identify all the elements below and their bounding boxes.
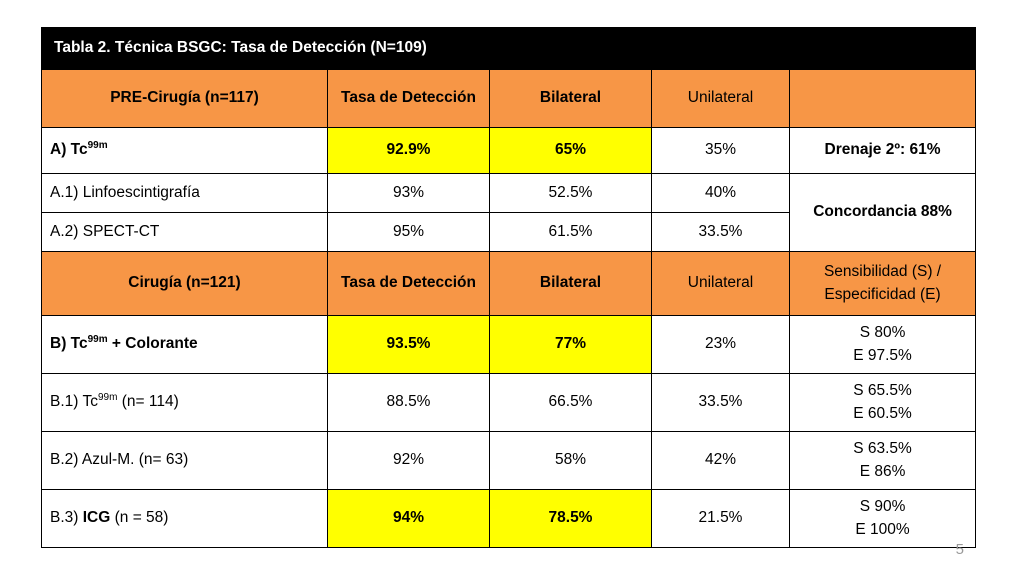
row-label: B.1) Tc99m (n= 114) — [41, 373, 328, 432]
header-unilateral: Unilateral — [651, 69, 790, 128]
header-bilateral: Bilateral — [489, 69, 652, 128]
cell-concordancia: Concordancia 88% — [788, 173, 977, 252]
cell-tasa: 88.5% — [327, 373, 490, 432]
pre-surgery-header-row: PRE-Cirugía (n=117) Tasa de Detección Bi… — [41, 69, 977, 128]
cell-tasa: 92% — [327, 431, 490, 490]
table-row: A) Tc99m 92.9% 65% 35% Drenaje 2º: 61% — [41, 127, 977, 174]
cell-unilateral: 33.5% — [651, 212, 790, 252]
cell-unilateral: 40% — [651, 173, 790, 213]
cell-unilateral: 42% — [651, 431, 790, 490]
cell-bilateral: 52.5% — [489, 173, 652, 213]
cell-sens-spec: S 63.5% E 86% — [788, 431, 977, 490]
cell-unilateral: 33.5% — [651, 373, 790, 432]
cell-tasa: 93% — [327, 173, 490, 213]
row-label: B.2) Azul-M. (n= 63) — [41, 431, 328, 490]
cell-bilateral: 65% — [489, 127, 652, 174]
cell-tasa: 92.9% — [327, 127, 490, 174]
cell-bilateral: 77% — [489, 315, 652, 374]
cell-tasa: 93.5% — [327, 315, 490, 374]
table-row: A.1) Linfoescintigrafía 93% 52.5% 40% Co… — [41, 173, 977, 252]
table-row: B.2) Azul-M. (n= 63) 92% 58% 42% S 63.5%… — [41, 431, 977, 490]
header-unilateral: Unilateral — [651, 251, 790, 316]
cell-unilateral: 23% — [651, 315, 790, 374]
row-label: A) Tc99m — [41, 127, 328, 174]
row-label: A.1) Linfoescintigrafía — [41, 173, 328, 213]
cell-sens-spec: S 90% E 100% — [788, 489, 977, 548]
header-sensibilidad: Sensibilidad (S) / Especificidad (E) — [788, 251, 977, 316]
cell-bilateral: 78.5% — [489, 489, 652, 548]
page-number: 5 — [955, 541, 964, 558]
header-bilateral: Bilateral — [489, 251, 652, 316]
surgery-header-row: Cirugía (n=121) Tasa de Detección Bilate… — [41, 251, 977, 316]
cell-sens-spec: S 80% E 97.5% — [788, 315, 977, 374]
detection-rate-table: Tabla 2. Técnica BSGC: Tasa de Detección… — [40, 27, 977, 548]
header-cirugia: Cirugía (n=121) — [41, 251, 328, 316]
table-row: B.1) Tc99m (n= 114) 88.5% 66.5% 33.5% S … — [41, 373, 977, 432]
header-empty — [788, 69, 977, 128]
row-label: B) Tc99m + Colorante — [41, 315, 328, 374]
table-row: B) Tc99m + Colorante 93.5% 77% 23% S 80%… — [41, 315, 977, 374]
cell-sens-spec: S 65.5% E 60.5% — [788, 373, 977, 432]
cell-tasa: 95% — [327, 212, 490, 252]
row-label: A.2) SPECT-CT — [41, 212, 328, 252]
table-row: A.2) SPECT-CT 95% 61.5% 33.5% — [41, 212, 976, 252]
cell-bilateral: 66.5% — [489, 373, 652, 432]
table-row: B.3) ICG (n = 58) 94% 78.5% 21.5% S 90% E… — [41, 489, 977, 548]
table-title: Tabla 2. Técnica BSGC: Tasa de Detección… — [40, 27, 977, 70]
cell-unilateral: 21.5% — [651, 489, 790, 548]
row-label: B.3) ICG (n = 58) — [41, 489, 328, 548]
cell-bilateral: 58% — [489, 431, 652, 490]
header-tasa-deteccion: Tasa de Detección — [327, 69, 490, 128]
cell-unilateral: 35% — [651, 127, 790, 174]
table-title-row: Tabla 2. Técnica BSGC: Tasa de Detección… — [40, 27, 977, 70]
header-pre-cirugia: PRE-Cirugía (n=117) — [41, 69, 328, 128]
cell-drenaje: Drenaje 2º: 61% — [788, 127, 977, 174]
cell-tasa: 94% — [327, 489, 490, 548]
cell-bilateral: 61.5% — [489, 212, 652, 252]
header-tasa-deteccion: Tasa de Detección — [327, 251, 490, 316]
